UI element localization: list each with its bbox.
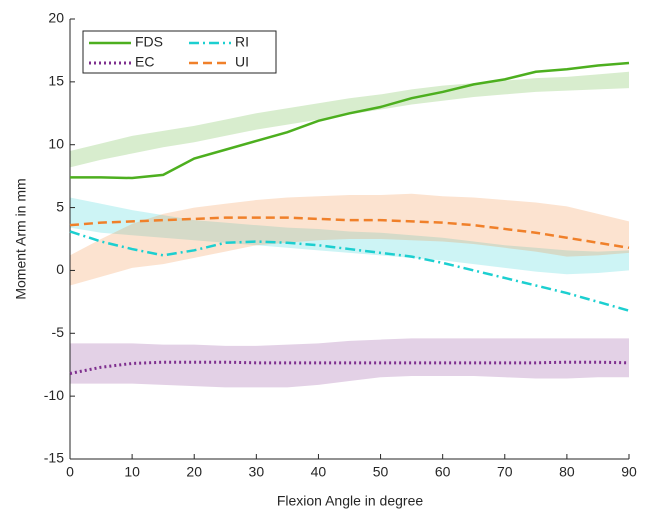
y-axis-label: Moment Arm in mm — [13, 178, 29, 299]
x-tick-label: 30 — [249, 464, 265, 480]
x-tick-label: 90 — [621, 464, 637, 480]
x-tick-label: 0 — [66, 464, 74, 480]
x-tick-label: 40 — [311, 464, 327, 480]
y-tick-label: -10 — [44, 387, 64, 403]
x-tick-label: 20 — [186, 464, 202, 480]
series-line — [69, 230, 630, 312]
y-tick-label: -15 — [44, 450, 64, 466]
x-tick-label: 70 — [497, 464, 513, 480]
y-tick-label: 10 — [48, 135, 64, 151]
x-tick-label: 80 — [559, 464, 575, 480]
x-axis-label: Flexion Angle in degree — [277, 493, 424, 509]
series-line — [69, 216, 630, 250]
y-tick-label: 20 — [48, 10, 64, 26]
y-tick-label: 0 — [56, 261, 64, 277]
x-tick-label: 50 — [373, 464, 389, 480]
band — [70, 71, 629, 168]
x-tick-label: 60 — [435, 464, 451, 480]
series-line — [70, 61, 630, 180]
series-line — [69, 360, 630, 375]
legend-label: UI — [235, 54, 249, 70]
x-tick-label: 10 — [124, 464, 140, 480]
y-tick-label: 5 — [56, 198, 64, 214]
band — [70, 193, 629, 286]
band — [70, 197, 629, 275]
legend-label: FDS — [135, 34, 163, 50]
y-tick-label: 15 — [48, 73, 64, 89]
legend-label: RI — [235, 34, 249, 50]
legend-box — [82, 30, 277, 74]
y-tick-label: -5 — [52, 324, 65, 340]
legend-label: EC — [135, 54, 154, 70]
